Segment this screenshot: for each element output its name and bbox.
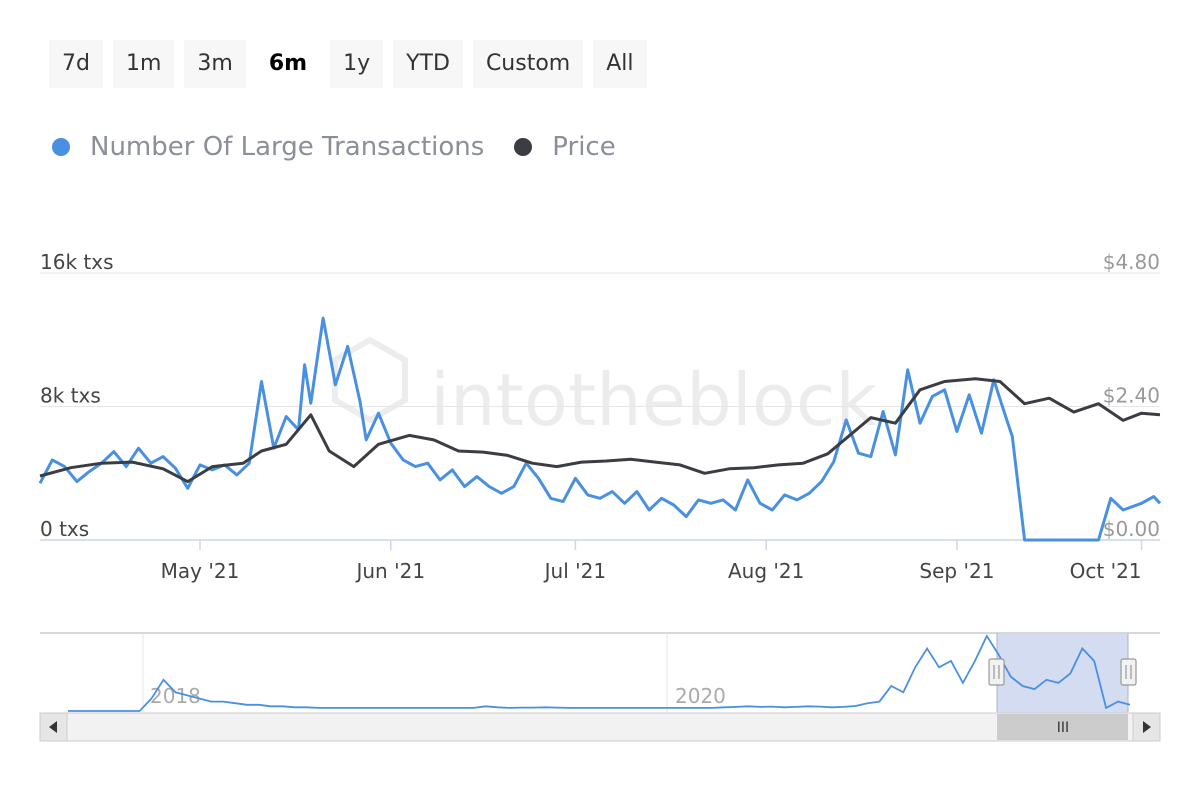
x-axis: May '21 Jun '21 Jul '21 Aug '21 Sep '21 Oct '… — [161, 540, 1143, 583]
range-button-1y[interactable]: 1y — [330, 40, 384, 88]
scrollbar-right-arrow-icon — [1143, 721, 1151, 733]
scrollbar-thumb[interactable] — [997, 714, 1128, 740]
scrollbar-track[interactable] — [39, 712, 1161, 742]
range-button-custom[interactable]: Custom — [472, 40, 584, 88]
y-right-tick-label: $0.00 — [1103, 517, 1160, 541]
x-tick-label: Sep '21 — [919, 559, 994, 583]
y-left-tick-label: 8k txs — [40, 384, 101, 408]
range-selector: 7d 1m 3m 6m 1y YTD Custom All — [49, 40, 647, 88]
y-left-tick-label: 0 txs — [40, 517, 89, 541]
navigator-handle-left[interactable] — [988, 658, 1005, 686]
legend-label-price: Price — [552, 132, 616, 162]
navigator-year-2020: 2020 — [675, 684, 726, 708]
watermark-text: intotheblock — [430, 358, 877, 442]
grid-layer — [40, 272, 1160, 541]
scrollbar[interactable]: III — [39, 712, 1161, 742]
y-left-tick-label: 16k txs — [40, 250, 114, 274]
x-tick-label: Jun '21 — [354, 559, 425, 583]
x-tick-label: Oct '21 — [1070, 559, 1142, 583]
scrollbar-grip: III — [1057, 720, 1069, 736]
navigator-series-line — [68, 634, 1131, 712]
navigator-selection-mask[interactable] — [997, 633, 1128, 713]
navigator-handle-right[interactable] — [1120, 658, 1137, 686]
scrollbar-left-arrow-icon — [49, 721, 57, 733]
x-tick-label: Jul '21 — [543, 559, 606, 583]
range-button-6m[interactable]: 6m — [268, 51, 308, 76]
range-button-1m[interactable]: 1m — [112, 40, 175, 88]
legend-dot-price — [514, 138, 533, 156]
y-axis-right: $0.00 $2.40 $4.80 — [1103, 250, 1160, 541]
range-button-ytd[interactable]: YTD — [393, 40, 463, 88]
range-button-3m[interactable]: 3m — [184, 40, 246, 88]
watermark: intotheblock — [332, 336, 877, 442]
navigator-handle-right-body[interactable] — [1120, 658, 1137, 686]
range-button-7d[interactable]: 7d — [49, 40, 103, 88]
legend-dot-large-transactions — [52, 138, 70, 156]
range-button-all[interactable]: All — [593, 40, 647, 88]
y-right-tick-label: $4.80 — [1103, 250, 1160, 274]
series-layer — [38, 316, 1162, 542]
x-tick-label: May '21 — [161, 559, 240, 583]
legend-item-price[interactable]: Price — [514, 132, 616, 162]
watermark-logo — [332, 336, 408, 424]
navigator-handle-left-body[interactable] — [988, 658, 1005, 686]
navigator[interactable]: 2018 2020 — [40, 632, 1160, 713]
chart-legend: Number Of Large Transactions Price — [52, 132, 616, 162]
legend-label-large-transactions: Number Of Large Transactions — [90, 132, 485, 162]
x-tick-label: Aug '21 — [728, 559, 804, 583]
series-line-price[interactable] — [39, 377, 1161, 484]
legend-item-large-transactions[interactable]: Number Of Large Transactions — [52, 132, 484, 162]
y-axis-left: 0 txs 8k txs 16k txs — [40, 250, 114, 541]
y-right-tick-label: $2.40 — [1103, 384, 1160, 408]
